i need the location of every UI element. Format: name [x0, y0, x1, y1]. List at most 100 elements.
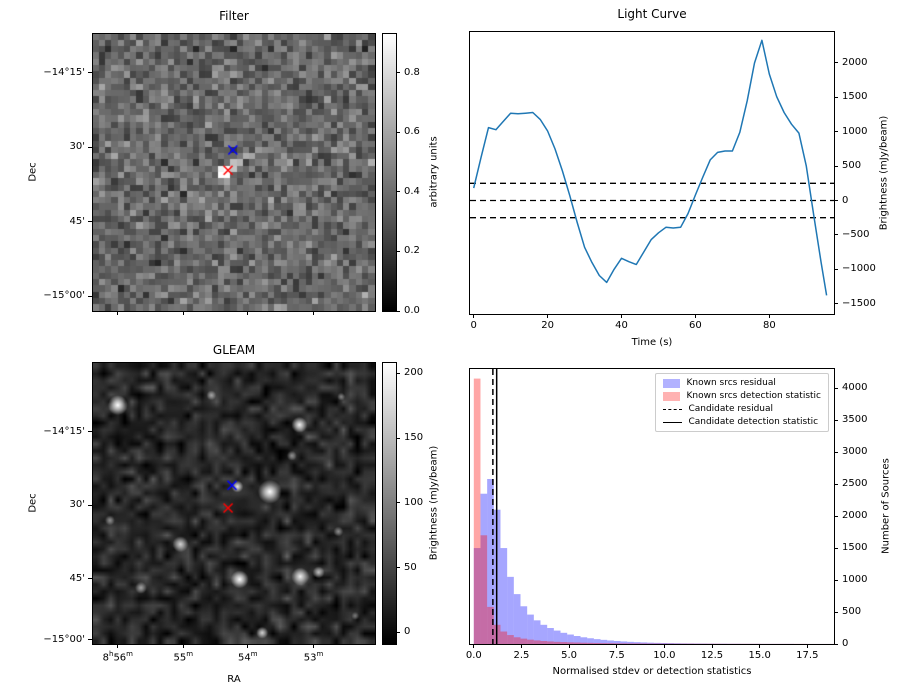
tick-label: 0.0	[465, 650, 482, 661]
legend-patch-swatch	[663, 391, 681, 401]
gleam-colorbar: 0 50 100 150 200	[382, 362, 423, 645]
tick-label: 5.0	[561, 650, 578, 661]
histogram-bar-series-0	[587, 638, 594, 644]
tick-mark	[834, 483, 838, 485]
tick-label: 45'	[69, 572, 85, 584]
histogram-bar-series-1	[553, 641, 561, 644]
histogram-bar-series-1	[573, 642, 581, 644]
tick-mark	[834, 234, 838, 236]
tick-label: 53m	[303, 650, 324, 664]
filter-colorbar-label: arbitrary units	[428, 136, 440, 208]
histogram-bar-series-1	[533, 640, 541, 644]
histogram-bar-series-0	[600, 639, 608, 644]
histogram-bar-series-1	[640, 643, 648, 644]
tick-label: 0	[842, 194, 849, 206]
histogram-bar-series-0	[620, 641, 628, 644]
histogram-bar-series-1	[600, 643, 608, 644]
histogram-bar-series-1	[547, 641, 554, 644]
tick-label: 2.5	[513, 650, 530, 661]
tick-label: 500	[842, 606, 862, 618]
tick-mark	[834, 579, 838, 581]
tick-mark	[313, 644, 315, 648]
tick-mark	[834, 268, 838, 270]
tick-label: 8h56m	[102, 650, 133, 664]
filter-colorbar: 0.0 0.2 0.4 0.6 0.8	[382, 33, 420, 316]
tick-label: 1500	[842, 542, 868, 554]
histogram-bar-series-1	[500, 631, 508, 644]
tick-mark	[88, 146, 92, 148]
histogram-bar-series-0	[673, 643, 681, 644]
histogram-bar-series-0	[560, 632, 568, 644]
histogram-bar-series-0	[540, 624, 548, 644]
histogram-bar-series-1	[527, 639, 534, 644]
tick-mark	[834, 96, 838, 98]
tick-mark	[616, 644, 618, 648]
tick-mark	[396, 567, 400, 569]
tick-label: 60	[689, 320, 702, 331]
tick-label: 1000	[842, 574, 868, 586]
tick-mark	[834, 303, 838, 305]
histogram-bar-series-0	[653, 642, 661, 644]
tick-label: 40	[615, 320, 628, 331]
filter-title: Filter	[219, 9, 249, 23]
tick-mark	[313, 311, 315, 315]
tick-label: −15°00'	[43, 290, 85, 302]
tick-mark	[520, 644, 522, 648]
legend-label: Candidate residual	[688, 404, 774, 414]
histogram-bar-series-0	[513, 594, 521, 644]
tick-mark	[834, 131, 838, 133]
histogram-bar-series-0	[660, 642, 668, 644]
gleam-heatmap-image	[93, 363, 375, 644]
legend-label: Candidate detection statistic	[688, 417, 819, 427]
histogram-bar-series-0	[693, 643, 701, 644]
histogram-bar-series-1	[480, 535, 488, 644]
tick-mark	[834, 451, 838, 453]
gleam-axes: −14°15' 30' 45' −15°00' 8h56m 55m 54m 53m	[43, 362, 376, 663]
histogram-bar-series-0	[487, 479, 494, 644]
tick-mark	[547, 314, 549, 318]
histogram-bar-series-0	[640, 642, 648, 644]
legend-entry: Known srcs residual	[663, 378, 821, 388]
legend-patch-swatch	[663, 378, 681, 388]
tick-label: 0	[470, 320, 477, 331]
tick-label: 12.5	[700, 650, 724, 661]
tick-label: 0.8	[404, 66, 420, 78]
histogram-bar-series-1	[627, 643, 634, 644]
tick-label: −15°00'	[43, 633, 85, 645]
histogram-bar-series-1	[593, 642, 601, 644]
tick-label: 15.0	[748, 650, 771, 661]
histogram-bar-series-0	[567, 634, 574, 644]
legend-entry: Candidate residual	[663, 404, 821, 414]
light-curve-ylabel: Brightness (mJy/beam)	[878, 115, 890, 231]
histogram-bar-series-1	[607, 643, 614, 644]
tick-mark	[396, 372, 400, 374]
light-curve-axes: 0 20 40 60 80 2000 1500 1000 500 0 −500 −1000 −1500	[469, 31, 876, 331]
histogram-bar-series-0	[547, 628, 554, 644]
tick-mark	[247, 644, 249, 648]
tick-label: 50	[404, 561, 417, 573]
tick-label: 3500	[842, 414, 868, 426]
tick-label: 0.0	[404, 305, 420, 316]
tick-mark	[834, 62, 838, 64]
tick-mark	[768, 314, 770, 318]
tick-label: 0.4	[404, 185, 420, 197]
histogram-bar-series-0	[553, 630, 561, 644]
tick-mark	[834, 547, 838, 549]
light-curve-title: Light Curve	[617, 7, 687, 21]
tick-label: 2000	[842, 56, 868, 68]
tick-mark	[834, 387, 838, 389]
histogram-bar-series-1	[613, 643, 621, 644]
tick-mark	[247, 311, 249, 315]
histogram-bar-series-1	[633, 643, 641, 644]
histogram-bar-series-0	[520, 606, 528, 644]
gleam-title: GLEAM	[212, 343, 256, 357]
tick-label: 0	[404, 626, 411, 638]
tick-mark	[88, 295, 92, 297]
tick-mark	[473, 314, 475, 318]
histogram-bar-series-1	[567, 642, 574, 644]
histogram-bar-series-0	[573, 636, 581, 644]
histogram-axes: Known srcs residual Known srcs detection …	[466, 368, 867, 661]
histogram-bar-series-0	[687, 643, 694, 644]
histogram-bar-series-0	[593, 639, 601, 644]
